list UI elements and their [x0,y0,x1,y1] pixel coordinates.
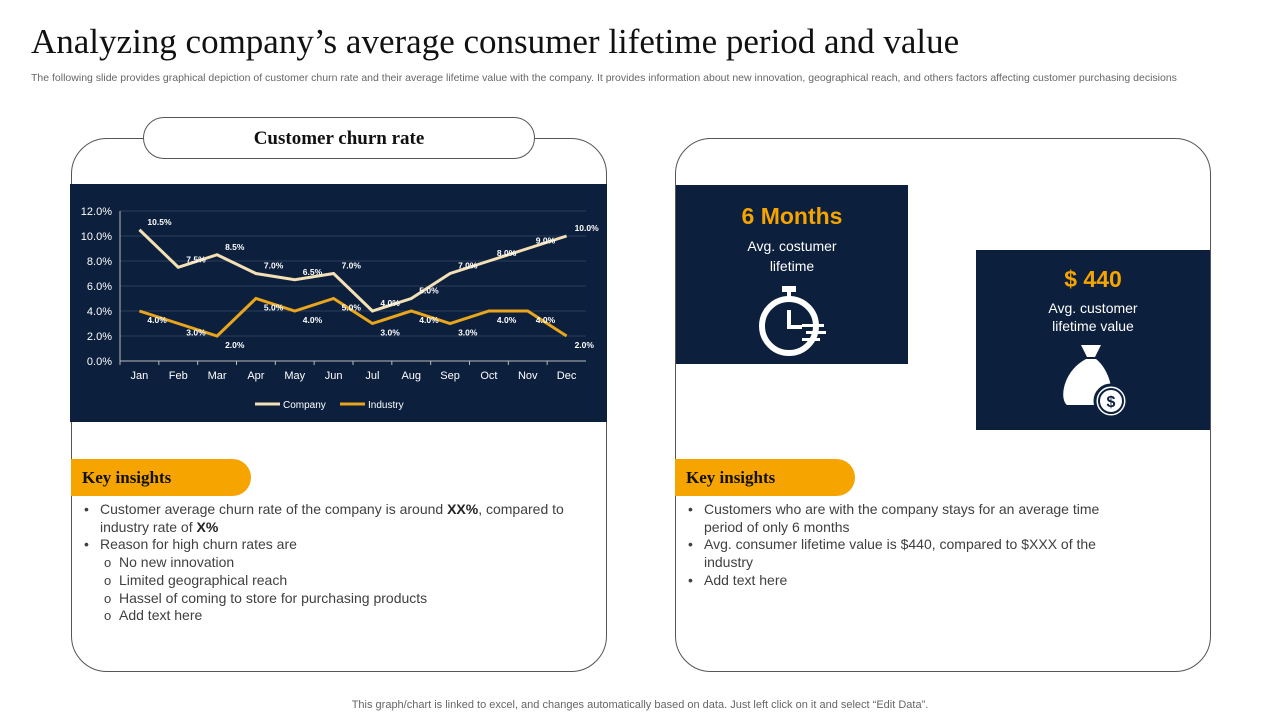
left-key-insights-label: Key insights [71,459,251,496]
data-label: 8.0% [497,248,517,258]
stat-lifetime-value: 6 Months [741,203,843,229]
left-insights-list: Customer average churn rate of the compa… [76,501,576,625]
x-tick-label: Aug [401,370,421,382]
data-label: 3.0% [186,328,206,338]
data-label: 7.5% [186,254,206,264]
stat-value-label: Avg. customer lifetime value [1048,300,1138,334]
page-subtitle: The following slide provides graphical d… [31,72,1177,84]
x-tick-label: Oct [480,370,497,382]
svg-text:$: $ [1107,394,1116,411]
insight-item: No new innovation [76,554,576,572]
data-label: 4.0% [419,315,439,325]
data-label: 4.0% [536,315,556,325]
data-label: 3.0% [380,328,400,338]
y-tick-label: 12.0% [81,206,112,218]
x-tick-label: May [284,370,305,382]
insight-text: Customer average churn rate of the compa… [100,501,448,517]
data-label: 4.0% [497,315,517,325]
insight-item: Limited geographical reach [76,572,576,590]
stopwatch-icon [759,286,826,356]
right-key-insights-label: Key insights [675,459,855,496]
data-label: 4.0% [303,315,323,325]
data-label: 2.0% [575,340,595,350]
series-line-industry [138,296,568,338]
data-label: 8.5% [225,242,245,252]
data-label: 7.0% [458,261,478,271]
legend-label: Company [283,400,326,411]
stat-lifetime: 6 Months Avg. costumer lifetime [676,185,908,364]
churn-chart[interactable]: 0.0% 2.0% 4.0% 6.0% 8.0% 10.0% 12.0% Jan Feb Mar A… [70,184,607,422]
right-insights-list: Customers who are with the company stays… [680,501,1100,590]
right-panel [675,138,1211,672]
y-tick-label: 6.0% [87,281,112,293]
insight-item: Add text here [76,607,576,625]
highlight-text: XX% [447,501,479,517]
data-label: 4.0% [147,315,167,325]
data-label: 7.0% [264,261,284,271]
data-label: 9.0% [536,236,556,246]
insight-item: Reason for high churn rates are [76,536,576,554]
churn-heading: Customer churn rate [143,117,535,159]
insight-item: Customer average churn rate of the compa… [76,501,576,536]
data-label: 5.0% [264,303,284,313]
x-tick-label: Sep [440,370,460,382]
highlight-text: X% [196,518,219,535]
data-label: 10.5% [147,217,172,227]
data-label: 5.0% [419,286,439,296]
series-line-company [138,228,568,313]
x-tick-label: Feb [169,370,188,382]
insight-text: , compared to industry rate of [100,501,564,535]
stat-value: $ 440 Avg. customer lifetime value $ [976,250,1210,430]
data-label: 4.0% [380,298,400,308]
x-tick-label: Dec [557,370,577,382]
insight-item: Add text here [680,572,1100,590]
footer-note: This graph/chart is linked to excel, and… [351,699,929,711]
y-tick-label: 10.0% [81,231,112,243]
x-tick-label: Jul [365,370,379,382]
money-bag-icon: $ [1063,345,1129,419]
x-tick-label: Apr [247,370,264,382]
data-label: 6.5% [303,267,323,277]
y-tick-label: 2.0% [87,331,112,343]
y-tick-label: 0.0% [87,356,112,368]
insight-item: Hassel of coming to store for purchasing… [76,590,576,608]
y-tick-label: 4.0% [87,306,112,318]
x-tick-label: Mar [208,370,227,382]
y-tick-label: 8.0% [87,256,112,268]
data-label: 3.0% [458,328,478,338]
x-tick-label: Nov [518,370,538,382]
stat-value-amount: $ 440 [1064,266,1122,292]
data-label: 2.0% [225,340,245,350]
data-label: 7.0% [342,261,362,271]
stat-lifetime-label: Avg. costumer lifetime [747,238,837,274]
page-title: Analyzing company’s average consumer lif… [31,22,960,61]
churn-chart-svg: 0.0% 2.0% 4.0% 6.0% 8.0% 10.0% 12.0% Jan Feb Mar A… [81,206,600,411]
insight-item: Customers who are with the company stays… [680,501,1100,536]
x-tick-label: Jun [325,370,343,382]
legend-label: Industry [368,400,404,411]
data-label: 10.0% [575,223,600,233]
data-label: 5.0% [342,303,362,313]
x-tick-label: Jan [131,370,149,382]
insight-item: Avg. consumer lifetime value is $440, co… [680,536,1100,571]
